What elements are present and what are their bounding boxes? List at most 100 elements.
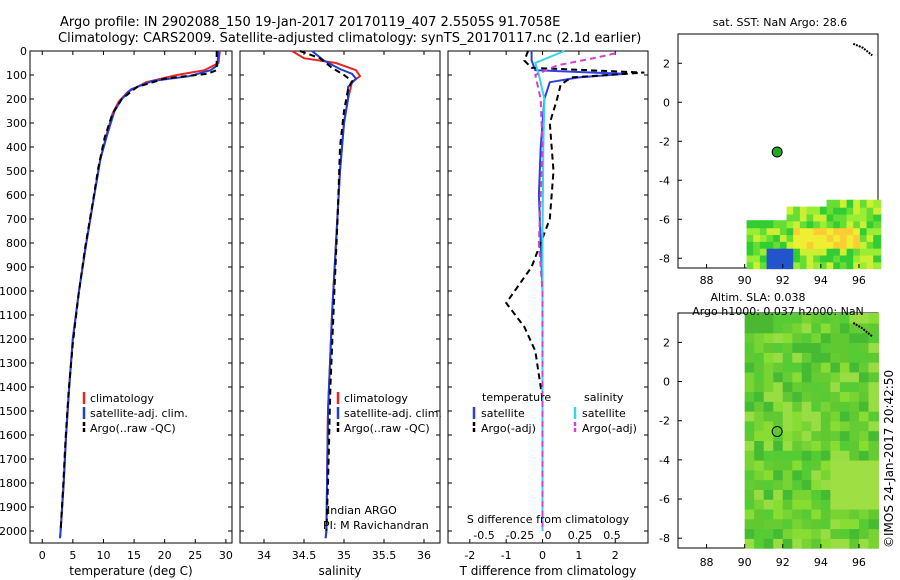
sla-cell: [868, 479, 879, 490]
sla-cell: [858, 381, 870, 393]
sst-cell: [779, 261, 788, 270]
sla-cell: [773, 479, 784, 490]
sla-cell: [782, 430, 794, 441]
x-tick-label: 36: [417, 549, 431, 562]
sst-cell: [839, 206, 848, 215]
salinity-profile-panel: 34 34.5 35 35.5 36 salinity climatology satelli…: [239, 50, 442, 578]
sla-cell: [744, 401, 756, 412]
sst-cell: [859, 227, 868, 236]
series-line-argo-raw-qc-: [59, 51, 218, 532]
sla-cell: [830, 508, 841, 520]
sla-cell: [820, 410, 832, 422]
sst-cell: [779, 247, 788, 256]
sla-cell: [868, 410, 879, 422]
sla-cell: [744, 518, 756, 530]
sst-cell: [759, 261, 768, 270]
sla-cell: [744, 450, 756, 461]
sla-cell: [801, 430, 813, 441]
sst-cell: [846, 227, 855, 236]
sst-cell: [833, 213, 842, 222]
sla-cell: [763, 430, 775, 441]
sst-cell: [839, 233, 848, 242]
sst-cell: [766, 254, 775, 263]
sla-cell: [858, 528, 870, 539]
sst-cell: [833, 206, 842, 215]
sla-cell: [754, 322, 765, 334]
sla-cell: [849, 499, 860, 510]
sla-cell: [839, 352, 851, 363]
x-tick-label: 5: [69, 549, 76, 562]
sla-cell: [849, 352, 860, 363]
sla-cell: [763, 391, 775, 402]
sla-cell: [830, 499, 841, 510]
x-tick-label: 88: [700, 556, 714, 569]
sla-cell: [811, 401, 822, 412]
sla-cell: [801, 361, 813, 373]
sst-cell: [819, 240, 828, 249]
sla-cell: [811, 410, 822, 422]
sla-cell: [830, 538, 841, 549]
sla-cell: [763, 489, 775, 500]
coastline: [852, 42, 873, 57]
top-tick-label: -0.25: [506, 529, 534, 542]
sla-cell: [782, 313, 794, 324]
sst-cell: [786, 206, 795, 215]
sla-cell: [763, 401, 775, 412]
sst-cell: [826, 254, 835, 263]
sst-cell: [819, 254, 828, 263]
sla-cell: [754, 538, 765, 549]
sst-cell: [853, 240, 862, 249]
x-axis-label: T difference from climatology: [459, 564, 637, 578]
x-tick-label: 90: [738, 556, 752, 569]
y-tick-label: 1900: [0, 501, 27, 514]
sla-cell: [801, 538, 813, 549]
sst-cell: [806, 233, 815, 242]
sla-cell: [830, 322, 841, 334]
sla-cell: [811, 469, 822, 481]
sst-cell: [859, 261, 868, 270]
x-tick-label: 94: [814, 274, 828, 287]
sla-cell: [754, 361, 765, 373]
sla-cell: [820, 450, 832, 461]
sla-cell: [782, 342, 794, 353]
sla-cell: [792, 352, 803, 363]
sla-cell: [811, 322, 822, 334]
sst-cell: [773, 227, 782, 236]
sla-cell: [839, 401, 851, 412]
sst-cell: [779, 254, 788, 263]
sla-cell: [868, 459, 879, 471]
sst-cell: [819, 233, 828, 242]
top-tick-label: 0: [545, 529, 552, 542]
sla-cell: [839, 381, 851, 393]
sla-cell: [830, 479, 841, 490]
sla-cell: [792, 371, 803, 383]
sla-cell: [839, 459, 851, 471]
sla-cell: [773, 528, 784, 539]
x-tick-label: 10: [96, 549, 110, 562]
sla-cell: [839, 479, 851, 490]
sst-cell: [746, 261, 755, 270]
figure-title-line1: Argo profile: IN 2902088_150 19-Jan-2017…: [60, 15, 560, 30]
sla-cell: [868, 352, 879, 363]
sla-cell: [858, 401, 870, 412]
legend-label: climatology: [90, 392, 154, 405]
sla-cell: [858, 313, 870, 324]
y-tick-label: 0: [663, 376, 670, 389]
y-tick-label: 2: [663, 336, 670, 349]
sla-cell: [801, 391, 813, 402]
sla-cell: [773, 440, 784, 451]
sst-cell: [859, 220, 868, 229]
sla-cell: [801, 508, 813, 520]
sla-cell: [868, 528, 879, 539]
sst-cell: [813, 254, 822, 263]
sla-cell: [763, 420, 775, 432]
sla-cell: [792, 401, 803, 412]
sla-cell: [839, 430, 851, 441]
sla-cell: [782, 450, 794, 461]
sla-cell: [811, 313, 822, 324]
sla-cell: [792, 322, 803, 334]
sla-cell: [839, 371, 851, 383]
sla-cell: [792, 342, 803, 353]
sla-cell: [792, 381, 803, 393]
sla-cell: [868, 469, 879, 481]
